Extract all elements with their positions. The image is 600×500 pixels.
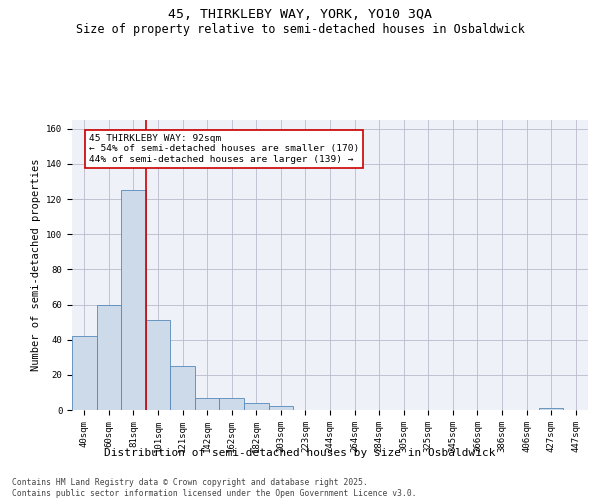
Bar <box>195 398 220 410</box>
Bar <box>97 304 121 410</box>
Bar <box>146 320 170 410</box>
Text: Distribution of semi-detached houses by size in Osbaldwick: Distribution of semi-detached houses by … <box>104 448 496 458</box>
Bar <box>269 406 293 410</box>
Y-axis label: Number of semi-detached properties: Number of semi-detached properties <box>31 159 41 371</box>
Text: Contains HM Land Registry data © Crown copyright and database right 2025.
Contai: Contains HM Land Registry data © Crown c… <box>12 478 416 498</box>
Text: 45 THIRKLEBY WAY: 92sqm
← 54% of semi-detached houses are smaller (170)
44% of s: 45 THIRKLEBY WAY: 92sqm ← 54% of semi-de… <box>89 134 359 164</box>
Bar <box>220 398 244 410</box>
Bar <box>170 366 195 410</box>
Text: 45, THIRKLEBY WAY, YORK, YO10 3QA: 45, THIRKLEBY WAY, YORK, YO10 3QA <box>168 8 432 20</box>
Bar <box>121 190 146 410</box>
Bar <box>244 403 269 410</box>
Text: Size of property relative to semi-detached houses in Osbaldwick: Size of property relative to semi-detach… <box>76 22 524 36</box>
Bar <box>539 408 563 410</box>
Bar <box>72 336 97 410</box>
